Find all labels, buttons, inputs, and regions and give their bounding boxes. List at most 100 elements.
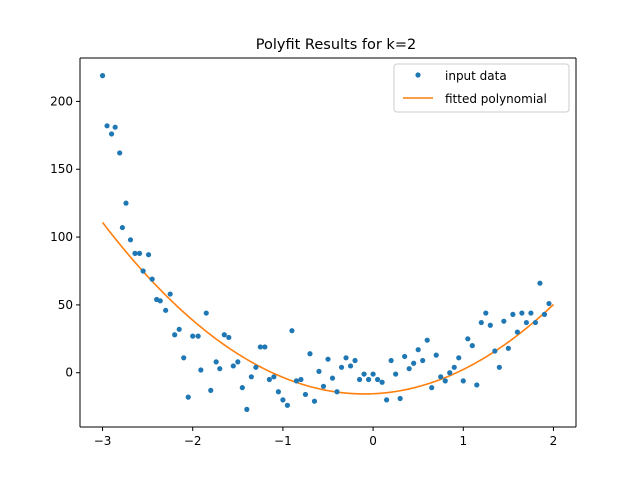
data-point — [176, 326, 182, 332]
data-point — [402, 353, 408, 360]
data-point — [334, 389, 340, 395]
data-point — [384, 397, 390, 403]
data-point — [112, 124, 118, 130]
data-point — [302, 391, 309, 398]
y-tick-label: 100 — [50, 230, 73, 244]
data-point — [361, 371, 367, 377]
data-point — [501, 318, 507, 324]
data-point — [289, 328, 295, 334]
data-point — [451, 364, 457, 370]
data-point — [528, 310, 534, 316]
data-point — [244, 406, 250, 412]
data-point — [411, 360, 417, 366]
data-point — [537, 280, 543, 286]
data-point — [266, 376, 272, 383]
data-point — [172, 332, 178, 338]
data-point — [541, 311, 548, 317]
data-point — [379, 379, 385, 385]
data-point — [447, 370, 453, 376]
data-point — [140, 268, 146, 274]
data-point — [99, 73, 106, 79]
data-point — [356, 376, 363, 383]
data-point — [442, 378, 448, 384]
data-point — [393, 371, 399, 377]
data-point — [275, 389, 281, 395]
data-point — [388, 357, 394, 364]
data-point — [487, 322, 493, 328]
x-tick-label: 2 — [550, 434, 558, 448]
x-tick-label: 0 — [369, 434, 377, 448]
data-point — [163, 307, 169, 313]
data-point — [478, 319, 484, 326]
data-point — [208, 387, 214, 393]
input-data-layer — [99, 73, 552, 412]
data-point — [293, 378, 300, 384]
data-point — [185, 394, 191, 400]
data-point — [546, 300, 552, 307]
x-tick-label: −2 — [184, 434, 202, 448]
data-point — [406, 366, 412, 372]
chart-title: Polyfit Results for k=2 — [256, 37, 416, 53]
data-point — [203, 310, 209, 316]
data-point — [519, 310, 525, 316]
data-point — [149, 276, 155, 282]
data-point — [532, 319, 539, 326]
x-tick-label: −3 — [94, 434, 112, 448]
legend-box — [393, 63, 570, 113]
data-point — [492, 348, 498, 354]
data-point — [108, 131, 115, 137]
data-point — [190, 333, 196, 339]
data-point — [474, 382, 480, 388]
data-point — [343, 355, 349, 361]
data-point — [483, 310, 489, 316]
data-point — [181, 355, 187, 361]
y-tick-label: 0 — [65, 366, 73, 380]
data-point — [221, 332, 227, 338]
data-point — [117, 150, 123, 156]
data-point — [157, 298, 163, 304]
data-point — [424, 337, 430, 343]
data-point — [505, 345, 511, 351]
y-tick-label: 150 — [50, 162, 73, 176]
legend: input data fitted polynomial — [393, 63, 570, 113]
axes — [79, 57, 577, 428]
fitted-polynomial-line — [101, 221, 554, 395]
data-point — [167, 291, 173, 297]
data-point — [226, 334, 232, 341]
data-point — [320, 383, 327, 389]
data-point — [136, 250, 143, 256]
data-point — [235, 359, 241, 365]
data-point — [429, 385, 435, 391]
data-point — [271, 374, 277, 380]
data-point — [119, 224, 125, 231]
data-point — [397, 395, 403, 402]
data-point — [213, 359, 219, 365]
data-point — [352, 357, 358, 364]
data-point — [514, 329, 520, 335]
data-point — [420, 357, 426, 364]
data-point — [338, 364, 345, 370]
data-point — [248, 374, 254, 380]
data-point — [469, 343, 475, 349]
x-axis-ticks: −3 −2 −1 0 1 2 — [94, 427, 558, 448]
data-point — [262, 344, 268, 350]
data-point — [284, 402, 291, 408]
data-point — [325, 356, 331, 362]
data-point — [195, 333, 201, 339]
legend-input-data-marker — [415, 72, 421, 78]
fitted-polynomial-layer — [101, 221, 554, 395]
data-point — [217, 366, 223, 372]
data-point — [280, 397, 286, 403]
data-point — [456, 355, 462, 361]
data-point — [329, 375, 336, 381]
data-point — [370, 371, 376, 377]
y-tick-label: 200 — [50, 94, 73, 108]
data-point — [465, 336, 471, 342]
data-point — [433, 352, 439, 358]
data-point — [496, 364, 502, 370]
data-point — [510, 311, 516, 317]
y-tick-label: 50 — [58, 298, 73, 312]
y-axis-ticks: 0 50 100 150 200 — [50, 94, 80, 380]
